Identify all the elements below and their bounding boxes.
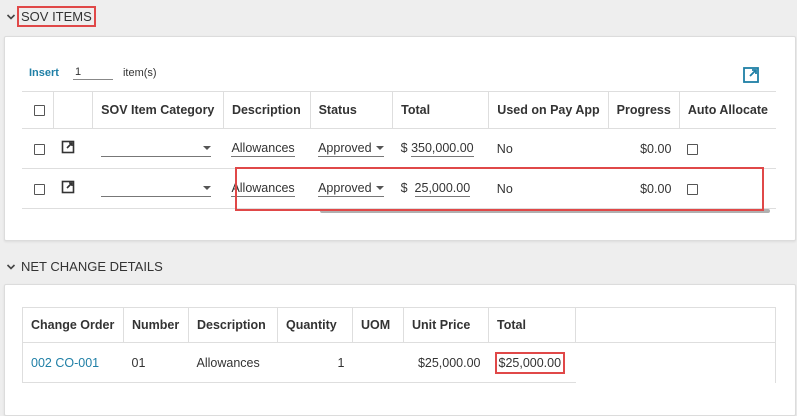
open-cell: [53, 168, 93, 209]
row-select-cell: [22, 128, 54, 169]
col-status[interactable]: Status: [309, 91, 393, 129]
items-label: item(s): [122, 67, 157, 79]
number-cell: 01: [123, 342, 189, 383]
status-dropdown[interactable]: Approved: [318, 141, 384, 157]
auto-allocate-cell: [679, 128, 776, 169]
chevron-down-icon[interactable]: [6, 12, 16, 22]
open-column-header: [52, 91, 93, 129]
used-on-pay-app-cell: No: [488, 128, 609, 169]
net-change-header-row: Change Order Number Description Quantity…: [22, 307, 776, 343]
dropdown-arrow-icon: [202, 146, 211, 151]
description-cell: Allowances: [188, 342, 278, 383]
description-cell: Allowances: [223, 168, 311, 209]
unit-price-cell: $25,000.00: [403, 342, 489, 383]
col-total[interactable]: Total: [488, 307, 576, 343]
table-row: Allowances Approved $ 350,000.00 No $0.0…: [22, 128, 776, 169]
category-dropdown[interactable]: [100, 141, 211, 157]
spacer-cell: [576, 343, 776, 383]
sov-items-table: SOV Item Category Description Status Tot…: [22, 91, 776, 209]
auto-allocate-checkbox[interactable]: [687, 183, 699, 195]
select-all-checkbox[interactable]: [34, 105, 45, 117]
net-change-table: Change Order Number Description Quantity…: [22, 307, 776, 383]
total-cell: $25,000.00: [488, 342, 576, 383]
col-description[interactable]: Description: [188, 307, 278, 343]
row-checkbox[interactable]: [34, 183, 45, 195]
col-description[interactable]: Description: [222, 91, 311, 129]
total-input[interactable]: 25,000.00: [414, 180, 471, 197]
description-input[interactable]: Allowances: [231, 180, 295, 197]
chevron-down-icon[interactable]: [6, 262, 16, 272]
auto-allocate-cell: [679, 168, 776, 209]
status-cell: Approved: [310, 168, 393, 209]
dropdown-arrow-icon: [375, 186, 384, 191]
net-change-section-title: NET CHANGE DETAILS: [21, 259, 163, 274]
status-dropdown[interactable]: Approved: [318, 181, 384, 197]
description-input[interactable]: Allowances: [231, 140, 295, 157]
highlight-annotation: [235, 167, 764, 211]
col-auto-allocate[interactable]: Auto Allocate: [678, 91, 776, 129]
sov-header-row: SOV Item Category Description Status Tot…: [22, 91, 776, 129]
total-cell: $ 25,000.00: [392, 168, 489, 209]
table-row: 002 CO-001 01 Allowances 1 $25,000.00 $2…: [22, 342, 776, 383]
uom-cell: [352, 342, 404, 383]
total-value: $25,000.00: [494, 351, 566, 374]
col-spacer: [575, 307, 776, 343]
col-change-order[interactable]: Change Order: [22, 307, 124, 343]
used-on-pay-app-cell: No: [488, 168, 609, 209]
category-dropdown[interactable]: [100, 181, 211, 197]
col-quantity[interactable]: Quantity: [277, 307, 353, 343]
horizontal-scrollbar[interactable]: [320, 209, 770, 213]
total-input[interactable]: 350,000.00: [411, 140, 474, 157]
change-order-link[interactable]: 002 CO-001: [31, 355, 100, 370]
insert-toolbar: Insert item(s): [29, 66, 157, 80]
status-value: Approved: [318, 140, 372, 155]
sov-section-title: SOV ITEMS: [17, 6, 96, 27]
currency-symbol: $: [400, 140, 408, 155]
category-cell: [92, 128, 224, 169]
col-total[interactable]: Total: [392, 91, 489, 129]
insert-button[interactable]: Insert: [29, 67, 59, 79]
progress-cell: $0.00: [608, 168, 680, 209]
description-cell: Allowances: [223, 128, 311, 169]
open-cell: [53, 128, 93, 169]
col-sov-item-category[interactable]: SOV Item Category: [92, 91, 224, 129]
progress-cell: $0.00: [608, 128, 680, 169]
external-link-icon[interactable]: [61, 180, 75, 197]
net-change-section-header[interactable]: NET CHANGE DETAILS: [6, 258, 165, 275]
status-value: Approved: [318, 180, 372, 195]
col-number[interactable]: Number: [123, 307, 189, 343]
col-unit-price[interactable]: Unit Price: [403, 307, 489, 343]
select-all-header: [22, 91, 54, 129]
change-order-cell: 002 CO-001: [22, 342, 124, 383]
dropdown-arrow-icon: [202, 186, 211, 191]
table-row: Allowances Approved $ 25,000.00 No $0.00: [22, 168, 776, 209]
sov-section-header[interactable]: SOV ITEMS: [6, 6, 96, 27]
col-uom[interactable]: UOM: [352, 307, 404, 343]
total-cell: $ 350,000.00: [392, 128, 489, 169]
category-cell: [92, 168, 224, 209]
insert-count-input[interactable]: [72, 66, 113, 80]
row-checkbox[interactable]: [34, 143, 45, 155]
quantity-cell: 1: [277, 342, 353, 383]
col-used-on-pay-app[interactable]: Used on Pay App: [488, 91, 609, 129]
external-link-icon[interactable]: [742, 66, 760, 84]
auto-allocate-checkbox[interactable]: [687, 143, 699, 155]
currency-symbol: $: [400, 180, 408, 195]
status-cell: Approved: [310, 128, 393, 169]
col-progress[interactable]: Progress: [607, 91, 680, 129]
row-select-cell: [22, 168, 54, 209]
external-link-icon[interactable]: [61, 140, 75, 157]
dropdown-arrow-icon: [375, 146, 384, 151]
